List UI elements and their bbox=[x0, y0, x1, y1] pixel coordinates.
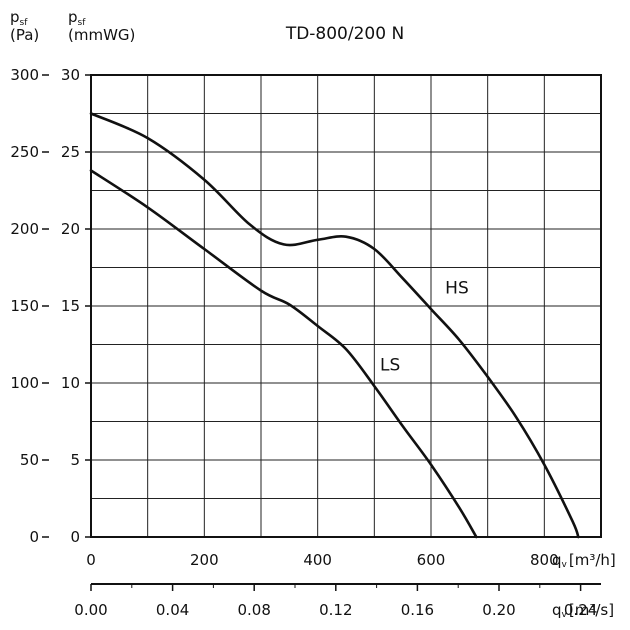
x-top-tick-label: 200 bbox=[190, 551, 219, 569]
y-left-axis-label: psf bbox=[10, 8, 28, 28]
x-top-tick-label: 600 bbox=[417, 551, 446, 569]
y-left-tick-label: 50 bbox=[20, 451, 39, 469]
x-top-tick-label: 800 bbox=[530, 551, 559, 569]
x-top-axis-subscript: v bbox=[562, 560, 568, 570]
series-label-hs: HS bbox=[445, 279, 469, 299]
x-bottom-axis-unit: [m³/s] bbox=[569, 601, 614, 619]
y-right-tick-label: 20 bbox=[61, 220, 80, 238]
x-top-axis-symbol: q bbox=[552, 551, 562, 569]
x-bottom-tick-label: 0.16 bbox=[401, 601, 434, 619]
x-top-axis-unit: [m³/h] bbox=[569, 551, 616, 569]
y-right-axis-symbol: p bbox=[68, 8, 78, 26]
y-left-tick-label: 250 bbox=[10, 143, 39, 161]
x-bottom-tick-label: 0.12 bbox=[319, 601, 352, 619]
x-top-tick-label: 400 bbox=[303, 551, 332, 569]
x-bottom-tick-label: 0.04 bbox=[156, 601, 189, 619]
y-right-tick-label: 25 bbox=[61, 143, 80, 161]
y-right-tick-label: 0 bbox=[70, 528, 80, 546]
series-line-ls bbox=[89, 169, 478, 539]
y-left-tick-label: 100 bbox=[10, 374, 39, 392]
x-top-axis-label: qv [m³/h] bbox=[552, 551, 616, 570]
y-right-tick-label: 5 bbox=[70, 451, 80, 469]
x-top-tick-label: 0 bbox=[86, 551, 96, 569]
x-bottom-tick-label: 0.00 bbox=[74, 601, 107, 619]
x-bottom-axis-subscript: v bbox=[562, 610, 568, 620]
x-bottom-axis-label: qv [m³/s] bbox=[552, 601, 614, 620]
x-bottom-tick-label: 0.24 bbox=[564, 601, 597, 619]
y-left-tick-label: 200 bbox=[10, 220, 39, 238]
series-label-ls: LS bbox=[380, 356, 400, 376]
series-layer bbox=[89, 112, 580, 539]
series-line-hs bbox=[89, 112, 580, 539]
y-left-axis-subscript: sf bbox=[20, 18, 29, 28]
y-left-tick-label: 150 bbox=[10, 297, 39, 315]
x-bottom-tick-label: 0.08 bbox=[237, 601, 270, 619]
y-right-axis-label: psf bbox=[68, 8, 86, 28]
x-bottom-tick-label: 0.20 bbox=[482, 601, 515, 619]
y-right-tick-label: 10 bbox=[61, 374, 80, 392]
y-right-axis-unit: (mmWG) bbox=[68, 26, 135, 44]
y-left-tick-label: 0 bbox=[29, 528, 39, 546]
grid-lines bbox=[91, 75, 601, 537]
y-right-tick-label: 30 bbox=[61, 66, 80, 84]
y-right-tick-label: 15 bbox=[61, 297, 80, 315]
chart-title: TD-800/200 N bbox=[285, 24, 404, 44]
y-left-axis-symbol: p bbox=[10, 8, 20, 26]
y-right-axis-subscript: sf bbox=[78, 18, 87, 28]
y-left-tick-label: 300 bbox=[10, 66, 39, 84]
y-left-axis-unit: (Pa) bbox=[10, 26, 39, 44]
x-bottom-axis-symbol: q bbox=[552, 601, 562, 619]
